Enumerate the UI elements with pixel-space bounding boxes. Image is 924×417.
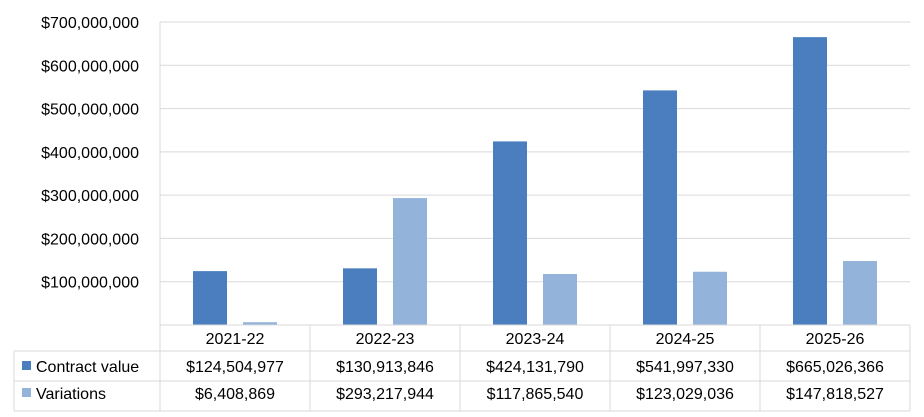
bar-contract-value [493,141,527,325]
series-name: Variations [36,386,106,403]
data-label: $541,997,330 [636,359,734,376]
bar-contract-value [793,37,827,326]
y-tick-label: $200,000,000 [41,231,139,248]
data-label: $123,029,036 [636,386,734,403]
y-axis-tick-labels: $100,000,000 $200,000,000 $300,000,000 $400… [41,15,139,292]
bar-variations [693,271,727,325]
y-tick-label: $100,000,000 [41,275,139,292]
bar-contract-value [343,268,377,325]
x-category-label: 2024-25 [656,331,715,348]
data-label: $117,865,540 [487,386,584,403]
gridlines [160,21,910,283]
x-category-label: 2021-22 [206,331,265,348]
bars [193,37,877,326]
legend-key-variations [22,388,31,397]
data-table: Contract value $124,504,977 $130,913,846 $4… [22,359,884,403]
y-tick-label: $300,000,000 [41,188,139,205]
data-label: $147,818,527 [786,386,884,403]
bar-variations [393,198,427,325]
x-axis-category-labels: 2021-22 2022-23 2023-24 2024-25 2025-26 [206,331,865,348]
y-tick-label: $400,000,000 [41,145,139,162]
data-label: $130,913,846 [336,359,434,376]
data-label: $424,131,790 [486,359,584,376]
y-tick-label: $500,000,000 [41,102,139,119]
x-category-label: 2023-24 [506,331,565,348]
data-label: $665,026,366 [786,359,884,376]
series-name: Contract value [36,359,139,376]
bar-variations [543,273,577,325]
bar-contract-value [643,90,677,326]
x-category-label: 2022-23 [356,331,415,348]
data-label: $124,504,977 [186,359,284,376]
bar-variations [843,261,877,325]
y-tick-label: $600,000,000 [41,58,139,75]
axes [13,22,911,412]
legend-key-contract-value [22,361,31,370]
data-label: $6,408,869 [195,386,275,403]
x-category-label: 2025-26 [806,331,865,348]
y-tick-label: $700,000,000 [41,15,139,32]
bar-variations [243,322,277,325]
bar-contract-value [193,271,227,325]
data-label: $293,217,944 [336,386,434,403]
